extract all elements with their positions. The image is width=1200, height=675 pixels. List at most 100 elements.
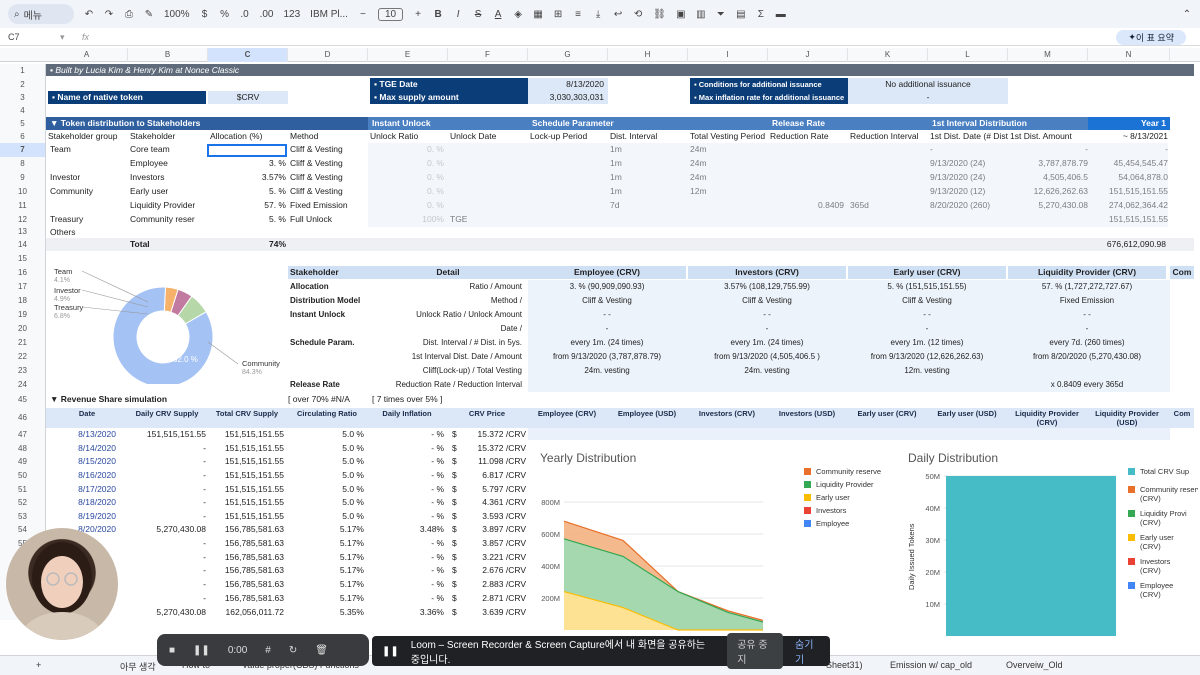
dist-date[interactable] [930, 213, 1010, 226]
row-header-13[interactable]: 13 [0, 226, 46, 238]
row-header-50[interactable]: 50 [0, 469, 46, 483]
increase-decimal-button[interactable]: .00 [259, 8, 274, 20]
dist-group[interactable]: Others [50, 227, 76, 237]
menu-search[interactable]: ⌕ 메뉴 [8, 4, 74, 24]
dist-group[interactable]: Investor [50, 172, 81, 182]
detail-value[interactable]: 24m. vesting [584, 366, 630, 375]
revenue-cell[interactable]: 5.0 % [342, 484, 364, 494]
row-header-52[interactable]: 52 [0, 496, 46, 510]
detail-value[interactable]: - [925, 324, 929, 333]
zoom-select[interactable]: 100% [164, 8, 190, 20]
row-header-14[interactable]: 14 [0, 238, 46, 252]
revenue-cell[interactable]: $ [452, 429, 457, 439]
dist-stakeholder[interactable]: Investors [130, 172, 165, 182]
revenue-cell[interactable]: $ [452, 538, 457, 548]
dist-interval[interactable] [610, 213, 660, 226]
sheet-tab-1[interactable]: 아무 생각 [120, 662, 156, 672]
percent-button[interactable]: % [220, 8, 230, 20]
revenue-cell[interactable]: 5.17% [339, 593, 364, 603]
detail-value[interactable]: from 9/13/2020 (12,626,262.63) [870, 352, 984, 361]
allocation-pie-chart[interactable]: Team 4.1% Investor 4.9% Treasury 6.8% Communit… [48, 262, 288, 388]
row-header-46[interactable]: 46 [0, 408, 46, 428]
row-header-17[interactable]: 17 [0, 280, 46, 294]
italic-button[interactable]: I [456, 8, 460, 20]
revenue-cell[interactable]: 3.639 /CRV [482, 607, 526, 617]
column-header-m[interactable]: M [1008, 48, 1088, 62]
column-header-h[interactable]: H [608, 48, 688, 62]
detail-value[interactable] [848, 378, 1006, 391]
daily-distribution-chart[interactable]: Daily Distribution 50M 40M 30M 20M 10M Daily I… [898, 440, 1200, 645]
fill-color-icon[interactable]: ◈ [514, 8, 522, 20]
dist-alloc[interactable]: 3.57% [261, 172, 286, 182]
stop-sharing-button[interactable]: 공유 중지 [727, 633, 784, 669]
sheet-tab-0[interactable]: + [36, 660, 42, 670]
filter-icon[interactable]: ⏷ [716, 8, 725, 20]
conditions-value[interactable]: No additional issuance [848, 78, 1008, 91]
revenue-cell[interactable]: - % [431, 538, 444, 548]
row-header-24[interactable]: 24 [0, 378, 46, 392]
detail-value[interactable]: every 7d. (260 times) [1049, 338, 1125, 347]
trash-icon[interactable]: 🗑 [315, 644, 328, 656]
decrease-decimal-button[interactable]: .0 [240, 8, 249, 20]
column-header-l[interactable]: L [928, 48, 1008, 62]
revenue-cell[interactable]: - % [431, 484, 444, 494]
revenue-cell[interactable]: $ [452, 579, 457, 589]
dist-amount[interactable]: - [1085, 144, 1088, 154]
row-header-12[interactable]: 12 [0, 213, 46, 226]
comment-icon[interactable]: ▣ [676, 8, 686, 20]
row-header-16[interactable]: 16 [0, 266, 46, 280]
revenue-cell[interactable]: 151,515,151.55 [224, 511, 284, 521]
detail-value[interactable]: - [1085, 324, 1089, 333]
revenue-cell[interactable]: 8/13/2020 [78, 429, 116, 439]
dist-ratio[interactable]: 0. % [426, 144, 444, 154]
pause-icon[interactable]: ❚❚ [193, 644, 210, 656]
revenue-cell[interactable]: 162,056,011.72 [225, 607, 284, 617]
revenue-cell[interactable]: $ [452, 456, 457, 466]
revenue-cell[interactable]: - [203, 565, 206, 575]
revenue-cell[interactable]: 3.36% [419, 607, 444, 617]
row-header-8[interactable]: 8 [0, 157, 46, 171]
dist-year[interactable]: - [1165, 144, 1168, 154]
wrap-icon[interactable]: ↩ [613, 8, 623, 20]
dist-vesting[interactable] [690, 213, 750, 226]
revenue-cell[interactable]: 156,785,581.63 [224, 593, 284, 603]
revenue-cell[interactable]: 8/19/2020 [78, 511, 116, 521]
font-size-input[interactable]: 10 [377, 7, 404, 21]
sheet-tab-5[interactable]: Emission w/ cap_old [890, 660, 973, 670]
revenue-cell[interactable]: 15.372 /CRV [477, 429, 526, 439]
row-header-11[interactable]: 11 [0, 199, 46, 213]
column-header-c[interactable]: C [208, 48, 288, 62]
max-supply-value[interactable]: 3,030,303,031 [528, 91, 608, 104]
input-tools-icon[interactable]: ▬ [775, 8, 786, 20]
function-icon[interactable]: Σ [757, 8, 764, 20]
dist-method[interactable]: Fixed Emission [290, 200, 348, 210]
dist-alloc[interactable]: 5. % [268, 186, 286, 196]
dist-amount[interactable]: 4,505,406.5 [1043, 172, 1088, 182]
dist-date[interactable]: 9/13/2020 (24) [930, 172, 986, 182]
dist-ratio[interactable]: 100% [422, 214, 444, 224]
revenue-cell[interactable]: 3.897 /CRV [482, 524, 526, 534]
dist-amount[interactable]: 12,626,262.63 [1033, 186, 1088, 196]
print-icon[interactable]: ⎙ [125, 8, 133, 20]
row-header-18[interactable]: 18 [0, 294, 46, 308]
dist-alloc[interactable]: 57. % [264, 200, 286, 210]
dist-amount[interactable] [1010, 213, 1088, 226]
detail-value[interactable]: every 1m. (12 times) [890, 338, 964, 347]
revenue-cell[interactable]: 151,515,151.55 [224, 429, 284, 439]
currency-button[interactable]: $ [201, 8, 208, 20]
detail-value[interactable]: every 1m. (24 times) [570, 338, 644, 347]
detail-value[interactable]: Cliff & Vesting [902, 296, 952, 305]
revenue-cell[interactable]: 4.361 /CRV [482, 497, 526, 507]
dist-interval[interactable]: 1m [610, 144, 622, 154]
revenue-cell[interactable]: - % [431, 565, 444, 575]
revenue-cell[interactable]: 5.797 /CRV [482, 484, 526, 494]
revenue-cell[interactable]: 3.593 /CRV [482, 511, 526, 521]
revenue-cell[interactable]: 156,785,581.63 [224, 538, 284, 548]
column-header-a[interactable]: A [46, 48, 128, 62]
revenue-cell[interactable]: - [203, 456, 206, 466]
row-header-51[interactable]: 51 [0, 483, 46, 496]
revenue-cell[interactable]: 3.48% [419, 524, 444, 534]
dist-ri[interactable]: 365d [850, 200, 869, 210]
revenue-cell[interactable]: - [203, 552, 206, 562]
revenue-cell[interactable]: 8/18/2020 [78, 497, 116, 507]
